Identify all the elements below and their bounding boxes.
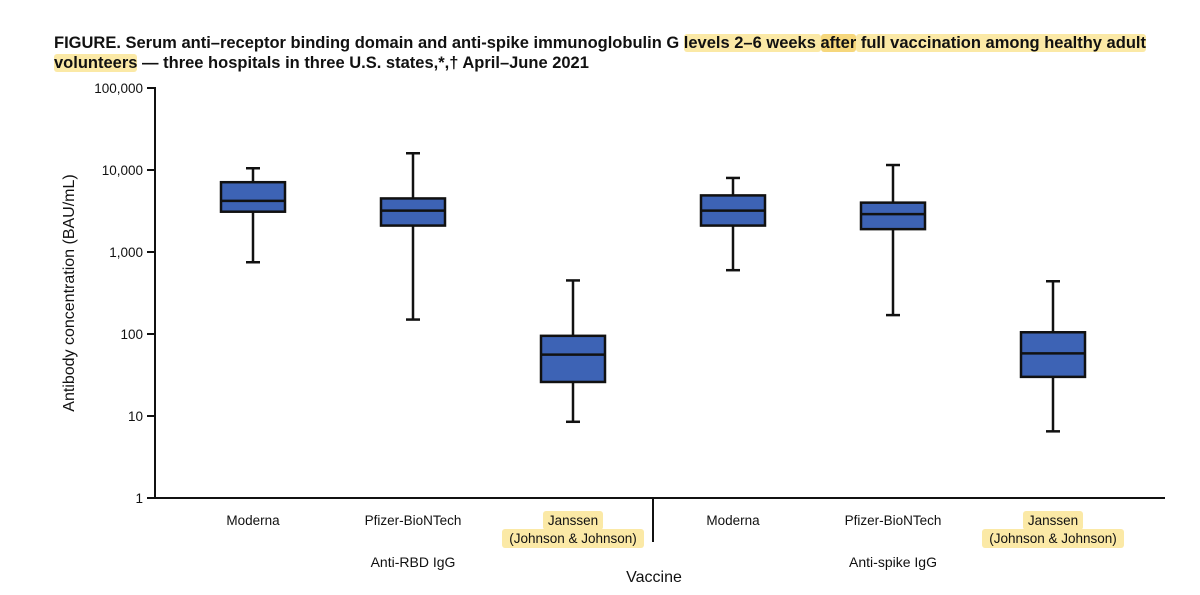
box-3 [539, 279, 607, 424]
y-axis-title: Antibody concentration (BAU/mL) [61, 174, 78, 411]
x-tick-label: (Johnson & Johnson) [989, 531, 1117, 546]
label-highlight [982, 529, 1124, 548]
x-tick-label: Janssen [1028, 513, 1078, 528]
title-highlight-strong: after [820, 34, 857, 52]
boxes [219, 152, 1087, 433]
iqr-box [539, 334, 607, 384]
label-highlight [1023, 511, 1083, 530]
y-tick-label: 1,000 [109, 245, 143, 260]
iqr-box [379, 197, 447, 227]
title-text: — three hospitals in three U.S. states,*… [137, 54, 589, 72]
y-tick-label: 10,000 [102, 163, 143, 178]
x-tick-label: Moderna [226, 513, 280, 528]
title-highlight: levels 2–6 weeks [683, 34, 821, 52]
x-tick-labels: Moderna Pfizer-BioNTech Janssen (Johnson & … [226, 513, 1116, 546]
box-6 [1019, 279, 1087, 433]
x-tick-label: (Johnson & Johnson) [509, 531, 637, 546]
title-highlight: full vaccination among healthy adult [856, 34, 1146, 52]
y-tick-label: 100 [120, 327, 143, 342]
title-line-2: volunteers — three hospitals in three U.… [54, 53, 1174, 73]
x-tick-label: Pfizer-BioNTech [365, 513, 462, 528]
title-highlight: volunteers [54, 54, 138, 72]
y-tick-label: 100,000 [94, 81, 143, 96]
iqr-box [859, 201, 927, 231]
axes [154, 87, 1165, 542]
box-4 [699, 176, 767, 272]
label-highlight [502, 529, 644, 548]
group-label-anti-rbd: Anti-RBD IgG [371, 554, 456, 570]
iqr-box [219, 180, 287, 213]
box-1 [219, 167, 287, 264]
y-ticks: 1 10 100 1,000 10,000 100,000 [94, 81, 155, 506]
x-tick-label: Pfizer-BioNTech [845, 513, 942, 528]
chart-title: FIGURE. Serum anti–receptor binding doma… [54, 33, 1174, 73]
label-highlight [543, 511, 603, 530]
title-line-1: FIGURE. Serum anti–receptor binding doma… [54, 33, 1174, 53]
x-axis-title: Vaccine [626, 569, 682, 586]
group-label-anti-spike: Anti-spike IgG [849, 554, 937, 570]
box-2 [379, 152, 447, 321]
y-tick-label: 1 [135, 491, 143, 506]
box-5 [859, 163, 927, 317]
title-text: FIGURE. Serum anti–receptor binding doma… [54, 34, 684, 52]
y-tick-label: 10 [128, 409, 143, 424]
x-tick-label: Janssen [548, 513, 598, 528]
label-highlights [502, 511, 1124, 548]
x-tick-label: Moderna [706, 513, 760, 528]
